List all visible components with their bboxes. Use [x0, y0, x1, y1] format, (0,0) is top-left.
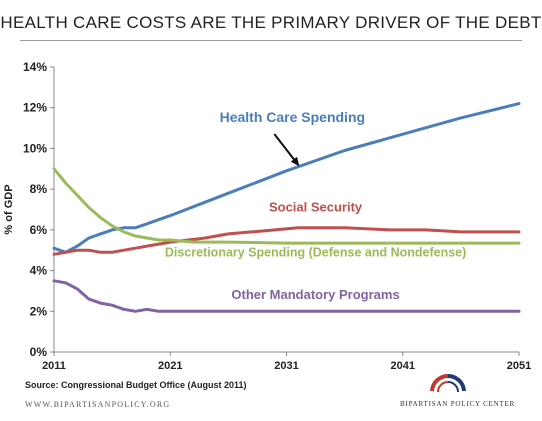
series-label-0: Health Care Spending	[220, 109, 365, 125]
org-name: BIPARTISAN POLICY CENTER	[400, 400, 516, 408]
source-note: Source: Congressional Budget Office (Aug…	[25, 380, 247, 390]
y-axis-label: % of GDP	[3, 184, 15, 234]
y-tick-label: 12%	[23, 101, 47, 115]
x-tick-label: 2031	[274, 360, 298, 372]
x-tick-label: 2011	[42, 360, 66, 372]
y-tick-label: 0%	[30, 345, 48, 359]
y-tick-label: 4%	[30, 264, 48, 278]
website-link[interactable]: WWW.BIPARTISANPOLICY.ORG	[25, 400, 171, 409]
y-tick-label: 14%	[23, 60, 47, 74]
x-tick-label: 2021	[158, 360, 182, 372]
line-chart: 0% 2% 4% 6% 8% 10% 12% 14% 2011 2021 2031 2041 2051%…	[3, 60, 531, 372]
series-line-2	[52, 167, 521, 245]
series-line-1	[52, 226, 521, 256]
x-tick-label: 2051	[507, 360, 531, 372]
bpc-logo-icon	[430, 373, 466, 393]
series-line-0	[52, 102, 521, 254]
y-tick-label: 10%	[23, 141, 47, 155]
y-tick-label: 8%	[30, 182, 48, 196]
series-label-3: Other Mandatory Programs	[231, 287, 399, 302]
y-tick-label: 2%	[30, 304, 48, 318]
series-label-2: Discretionary Spending (Defense and Nond…	[165, 245, 466, 259]
series-line-3	[52, 279, 521, 313]
y-tick-label: 6%	[30, 223, 48, 237]
page-title: HEALTH CARE COSTS ARE THE PRIMARY DRIVER…	[0, 13, 542, 32]
series-label-1: Social Security	[269, 200, 363, 215]
title-divider	[20, 40, 522, 41]
annotation-arrow	[273, 133, 300, 167]
x-tick-label: 2041	[391, 360, 415, 372]
